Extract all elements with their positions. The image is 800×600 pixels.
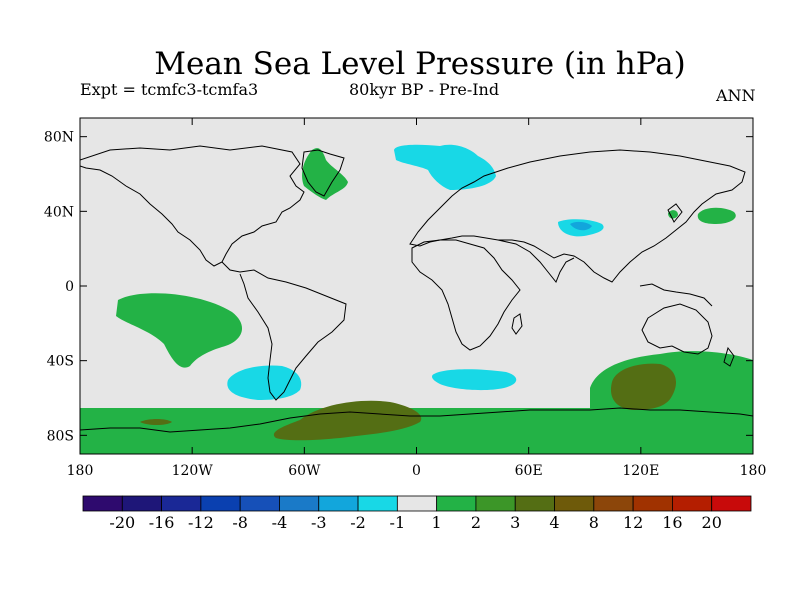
region-nw-pacific bbox=[697, 207, 736, 224]
colorbar-label: 8 bbox=[589, 513, 599, 532]
colorbar-label: -3 bbox=[311, 513, 327, 532]
longitude-axis: 180 120W 60W 0 60E 120E 180 bbox=[67, 118, 767, 479]
y-tick-label: 80S bbox=[47, 428, 74, 444]
colorbar-swatch bbox=[357, 495, 398, 512]
x-tick-label: 180 bbox=[67, 463, 94, 479]
colorbar-swatch bbox=[514, 495, 555, 512]
y-tick-label: 40S bbox=[47, 354, 74, 370]
colorbar-label: 12 bbox=[623, 513, 643, 532]
colorbar-label: 1 bbox=[432, 513, 442, 532]
season-label: ANN bbox=[716, 86, 756, 105]
colorbar-swatch bbox=[593, 495, 634, 512]
region-greenland bbox=[302, 148, 348, 200]
experiment-label: Expt = tcmfc3-tcmfa3 bbox=[80, 80, 259, 99]
colorbar-swatch bbox=[318, 495, 359, 512]
colorbar-label: 2 bbox=[471, 513, 481, 532]
region-south-atlantic bbox=[432, 369, 517, 391]
colorbar-label: 20 bbox=[702, 513, 722, 532]
region-barents-sea bbox=[394, 144, 496, 190]
region-japan bbox=[668, 210, 678, 219]
colorbar-swatch bbox=[436, 495, 477, 512]
y-tick-label: 40N bbox=[44, 204, 74, 220]
colorbar-label: -1 bbox=[390, 513, 406, 532]
colorbar-swatch bbox=[239, 495, 280, 512]
colorbar-swatch bbox=[121, 495, 162, 512]
colorbar-swatch bbox=[279, 495, 320, 512]
colorbar-label: -8 bbox=[232, 513, 248, 532]
colorbar-label: 16 bbox=[662, 513, 682, 532]
region-tibet-core bbox=[570, 221, 592, 231]
region-antarctic-far-east bbox=[80, 408, 753, 412]
plot-title: Mean Sea Level Pressure (in hPa) bbox=[154, 46, 686, 82]
region-south-pacific bbox=[116, 293, 243, 368]
region-drake-passage bbox=[227, 365, 302, 400]
x-tick-label: 120E bbox=[622, 463, 659, 479]
region-amundsen-sea bbox=[140, 419, 172, 425]
anomaly-contours bbox=[80, 144, 753, 454]
colorbar-label: -2 bbox=[350, 513, 366, 532]
x-tick-label: 60W bbox=[288, 463, 321, 479]
colorbar: -20 -16 -12 -8 -4 -3 -2 -1 1 2 3 4 8 12 16 20 bbox=[82, 495, 752, 532]
colorbar-label: 4 bbox=[549, 513, 559, 532]
latitude-axis: 80N 40N 0 40S 80S bbox=[44, 130, 753, 444]
colorbar-label: 3 bbox=[510, 513, 520, 532]
y-tick-label: 0 bbox=[65, 279, 74, 295]
region-south-australia-core bbox=[610, 363, 676, 410]
colorbar-swatch bbox=[672, 495, 713, 512]
region-antarctic-band bbox=[80, 408, 753, 454]
coastlines bbox=[80, 145, 753, 433]
x-tick-label: 60E bbox=[515, 463, 543, 479]
colorbar-label: -12 bbox=[188, 513, 214, 532]
region-weddell-sea bbox=[273, 400, 422, 441]
colorbar-swatch bbox=[554, 495, 595, 512]
x-tick-label: 180 bbox=[740, 463, 767, 479]
period-label: 80kyr BP - Pre-Ind bbox=[349, 80, 500, 99]
x-tick-label: 0 bbox=[412, 463, 421, 479]
x-tick-label: 120W bbox=[172, 463, 214, 479]
colorbar-swatch bbox=[82, 495, 123, 512]
colorbar-swatch bbox=[632, 495, 673, 512]
colorbar-swatch bbox=[161, 495, 202, 512]
colorbar-label: -4 bbox=[272, 513, 288, 532]
colorbar-label: -16 bbox=[149, 513, 175, 532]
colorbar-swatch bbox=[396, 495, 438, 512]
colorbar-swatch bbox=[711, 495, 752, 512]
colorbar-label: -20 bbox=[109, 513, 135, 532]
y-tick-label: 80N bbox=[44, 130, 74, 146]
colorbar-swatch bbox=[200, 495, 241, 512]
colorbar-swatch bbox=[475, 495, 516, 512]
